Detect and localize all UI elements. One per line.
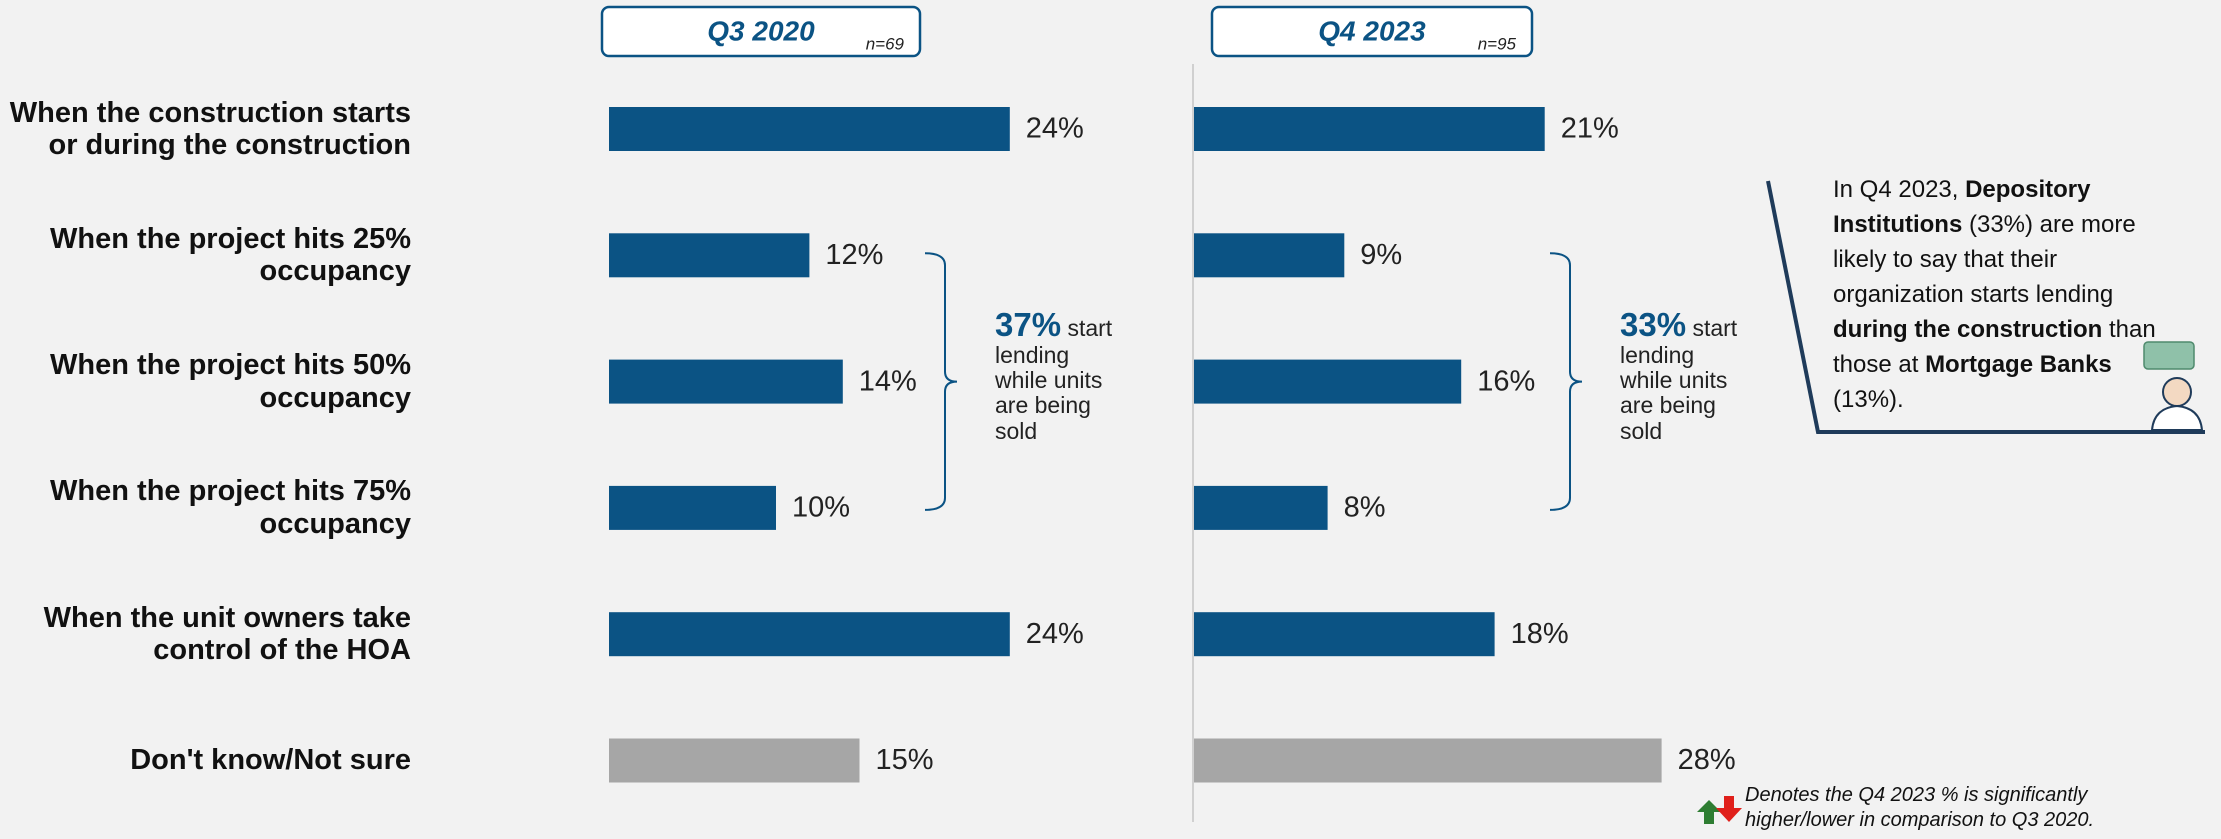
value-label: 21%	[1561, 113, 1619, 145]
value-label: 9%	[1360, 239, 1402, 271]
bracket-note: 37% start lending while units are being …	[995, 307, 1120, 444]
footnote: Denotes the Q4 2023 % is significantly h…	[1745, 783, 2175, 833]
bracket-note: 33% start lending while units are being …	[1620, 307, 1745, 444]
bar	[1194, 739, 1662, 783]
category-label: When the project hits 75% occupancy	[6, 466, 411, 550]
panel-title: Q3 2020	[707, 15, 815, 46]
callout: In Q4 2023, Depository Institutions (33%…	[1833, 172, 2173, 417]
callout-run: (13%).	[1833, 386, 1904, 413]
value-label: 16%	[1477, 365, 1535, 397]
bar	[1194, 360, 1461, 404]
bar	[1194, 486, 1328, 530]
bar	[609, 107, 1010, 151]
bar	[609, 612, 1010, 656]
bar	[1194, 612, 1495, 656]
bracket-value: 33%	[1620, 306, 1686, 343]
panel-note: n=69	[866, 34, 905, 53]
bar	[609, 739, 860, 783]
bracket	[925, 253, 957, 510]
page: {"chart_data": { "type": "bar", "orienta…	[0, 0, 2221, 839]
value-label: 12%	[825, 239, 883, 271]
panel-title: Q4 2023	[1318, 15, 1426, 46]
value-label: 24%	[1026, 113, 1084, 145]
bar	[609, 360, 843, 404]
panel-note: n=95	[1478, 34, 1517, 53]
value-label: 24%	[1026, 618, 1084, 650]
category-label: When the unit owners take control of the…	[6, 592, 411, 676]
arrow-up	[1697, 800, 1721, 824]
bar	[1194, 107, 1545, 151]
value-label: 18%	[1511, 618, 1569, 650]
category-label: Don't know/Not sure	[6, 719, 411, 803]
bar	[1194, 233, 1344, 277]
callout-run: Mortgage Banks	[1925, 351, 2112, 378]
value-label: 15%	[876, 744, 934, 776]
bar	[609, 233, 809, 277]
bracket-value: 37%	[995, 306, 1061, 343]
value-label: 28%	[1678, 744, 1736, 776]
arrow-down	[1716, 796, 1742, 822]
value-label: 10%	[792, 492, 850, 524]
category-label: When the project hits 25% occupancy	[6, 213, 411, 297]
callout-run: during the construction	[1833, 316, 2102, 343]
category-label: When the project hits 50% occupancy	[6, 340, 411, 424]
value-label: 8%	[1344, 492, 1386, 524]
bracket	[1550, 253, 1582, 510]
callout-run: In Q4 2023,	[1833, 176, 1965, 203]
bar	[609, 486, 776, 530]
value-label: 14%	[859, 365, 917, 397]
category-label: When the construction starts or during t…	[6, 87, 411, 171]
